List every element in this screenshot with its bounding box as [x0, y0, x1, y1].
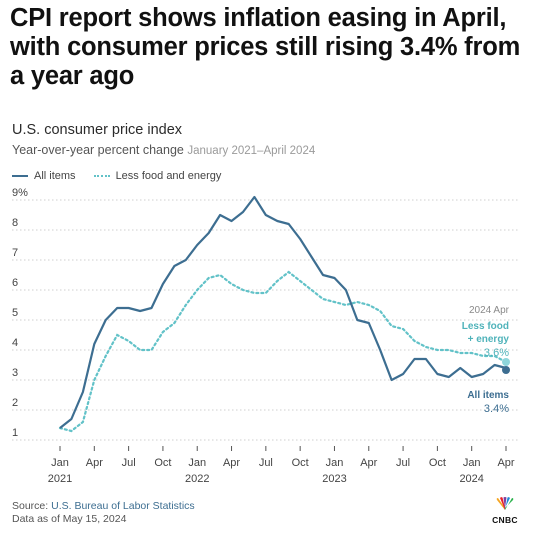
y-tick-label: 7 [12, 247, 18, 259]
source-value: U.S. Bureau of Labor Statistics [51, 500, 195, 512]
y-tick-label: 4 [12, 337, 18, 349]
headline: CPI report shows inflation easing in Apr… [10, 4, 521, 90]
x-tick-year: 2023 [322, 473, 346, 485]
source-note: Source: U.S. Bureau of Labor Statistics … [12, 500, 195, 526]
y-tick-label: 3 [12, 367, 18, 379]
x-tick-label: Jan [51, 457, 69, 469]
x-tick-label: Apr [86, 457, 103, 469]
y-tick-label: 6 [12, 277, 18, 289]
x-tick-year: 2024 [459, 473, 483, 485]
end-point-all-items [502, 366, 510, 374]
annotation-period: 2024 Apr [469, 305, 510, 316]
cnbc-logo: CNBC [488, 497, 522, 525]
series-line-all-items [59, 195, 507, 429]
legend: All items Less food and energy [12, 170, 239, 182]
legend-swatch-dotted [93, 175, 110, 177]
y-tick-label: 1 [12, 427, 18, 439]
grid-layer [12, 199, 518, 441]
x-tick-label: Jan [188, 457, 206, 469]
legend-item-core: Less food and energy [93, 170, 222, 182]
source-prefix: Source: [12, 500, 49, 512]
x-tick-label: Apr [497, 457, 514, 469]
chart-subtitle: Year-over-year percent change January 20… [12, 143, 315, 157]
y-tick-label: 8 [12, 217, 18, 229]
x-tick-label: Jul [396, 457, 410, 469]
x-tick-label: Apr [223, 457, 240, 469]
logo-wordmark: CNBC [492, 515, 518, 525]
subtitle-range: January 2021–April 2024 [187, 145, 316, 157]
end-point-less-food-and-energy [502, 358, 510, 366]
x-tick-label: Jul [259, 457, 273, 469]
y-tick-label: 2 [12, 397, 18, 409]
x-tick-year: 2021 [48, 473, 72, 485]
x-tick-label: Oct [429, 457, 446, 469]
data-date-note: Data as of May 15, 2024 [12, 513, 127, 525]
legend-item-all-items: All items [12, 170, 76, 182]
annotation-core-label-2: + energy [468, 334, 510, 345]
annotation-core-label-1: Less food [462, 321, 509, 332]
legend-label-all-items: All items [34, 170, 76, 182]
y-tick-label: 5 [12, 307, 18, 319]
x-tick-label: Oct [154, 457, 171, 469]
peacock-icon [496, 497, 514, 510]
series-line-less-food-and-energy [58, 270, 508, 433]
y-tick-labels: 1 2 3 4 5 6 7 8 9% [12, 187, 28, 439]
x-tick-year: 2022 [185, 473, 209, 485]
x-tick-label: Jul [122, 457, 136, 469]
x-tick-label: Jan [463, 457, 481, 469]
x-tick-label: Apr [360, 457, 377, 469]
x-tick-label: Jan [326, 457, 344, 469]
y-tick-label: 9% [12, 187, 28, 199]
subtitle-text: Year-over-year percent change [12, 143, 184, 157]
legend-swatch-solid [12, 175, 28, 177]
x-tick-label: Oct [292, 457, 309, 469]
chart-title: U.S. consumer price index [12, 122, 183, 138]
annotation-all-label: All items [467, 390, 509, 401]
x-ticks: Jan 2021 Apr Jul Oct Jan 2022 Apr Jul Oct Jan 2023 A… [48, 446, 515, 485]
legend-label-core: Less food and energy [115, 170, 222, 182]
annotation-all-value: 3.4% [484, 403, 509, 415]
annotation-core-value: 3.6% [484, 347, 509, 359]
cpi-line-chart: 1 2 3 4 5 6 7 8 9% Jan 2021 Apr Jul Oct Jan 2022 Apr Jul… [12, 187, 518, 485]
